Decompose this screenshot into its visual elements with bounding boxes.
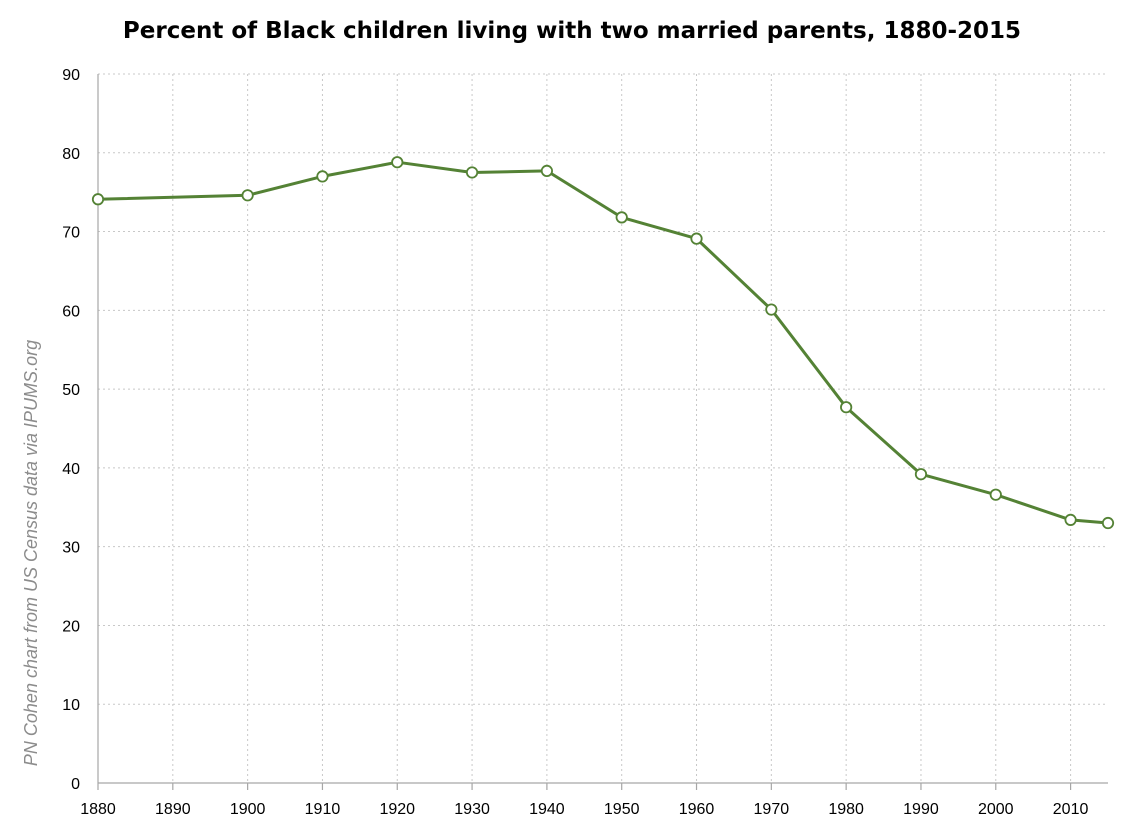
x-tick-label-1980: 1980 bbox=[828, 801, 864, 818]
y-tick-label-70: 70 bbox=[62, 225, 80, 242]
data-point-2015 bbox=[1101, 516, 1115, 530]
x-tick-label-2010: 2010 bbox=[1053, 801, 1089, 818]
data-point-1910 bbox=[316, 170, 329, 183]
x-tick-label-1940: 1940 bbox=[529, 801, 565, 818]
x-tick-label-1970: 1970 bbox=[754, 801, 790, 818]
y-tick-label-90: 90 bbox=[62, 67, 80, 84]
y-tick-label-60: 60 bbox=[62, 303, 80, 320]
data-point-2010 bbox=[1064, 513, 1077, 526]
x-tick-label-1900: 1900 bbox=[230, 801, 266, 818]
y-axis-source-label: PN Cohen chart from US Census data via I… bbox=[21, 340, 41, 766]
y-tick-label-40: 40 bbox=[62, 461, 80, 478]
chart-title: Percent of Black children living with tw… bbox=[123, 18, 1021, 44]
data-point-1940 bbox=[540, 164, 553, 177]
data-point-1880 bbox=[91, 193, 105, 206]
data-point-1920 bbox=[391, 156, 404, 169]
x-tick-label-1910: 1910 bbox=[305, 801, 341, 818]
x-tick-label-1990: 1990 bbox=[903, 801, 939, 818]
data-point-1950 bbox=[615, 211, 628, 224]
data-point-1900 bbox=[241, 189, 254, 202]
y-tick-label-50: 50 bbox=[62, 382, 80, 399]
data-point-1930 bbox=[465, 166, 479, 179]
x-tick-label-1950: 1950 bbox=[604, 801, 640, 818]
y-tick-label-30: 30 bbox=[62, 540, 80, 557]
x-axis-ticks: 1880 1890 1900 1910 1920 1930 1940 1950 1960 1970… bbox=[80, 801, 1088, 818]
y-tick-label-80: 80 bbox=[62, 146, 80, 163]
data-point-1960 bbox=[690, 232, 703, 245]
series-layer bbox=[91, 156, 1115, 530]
axes bbox=[97, 74, 1108, 790]
x-tick-label-2000: 2000 bbox=[978, 801, 1014, 818]
data-point-2000 bbox=[989, 488, 1002, 501]
y-tick-label-20: 20 bbox=[62, 618, 80, 635]
x-tick-label-1930: 1930 bbox=[454, 801, 490, 818]
x-tick-label-1920: 1920 bbox=[379, 801, 415, 818]
y-axis-ticks: 0 10 20 30 40 50 60 70 80 90 bbox=[62, 67, 80, 793]
data-point-1970 bbox=[765, 303, 778, 316]
grid-lines bbox=[98, 73, 1108, 783]
y-tick-label-0: 0 bbox=[71, 776, 80, 793]
x-tick-label-1960: 1960 bbox=[679, 801, 715, 818]
data-point-1980 bbox=[840, 401, 853, 414]
data-point-1990 bbox=[914, 468, 928, 481]
x-tick-label-1890: 1890 bbox=[155, 801, 191, 818]
series-line-0 bbox=[96, 160, 1110, 525]
y-tick-label-10: 10 bbox=[62, 697, 80, 714]
x-tick-label-1880: 1880 bbox=[80, 801, 116, 818]
